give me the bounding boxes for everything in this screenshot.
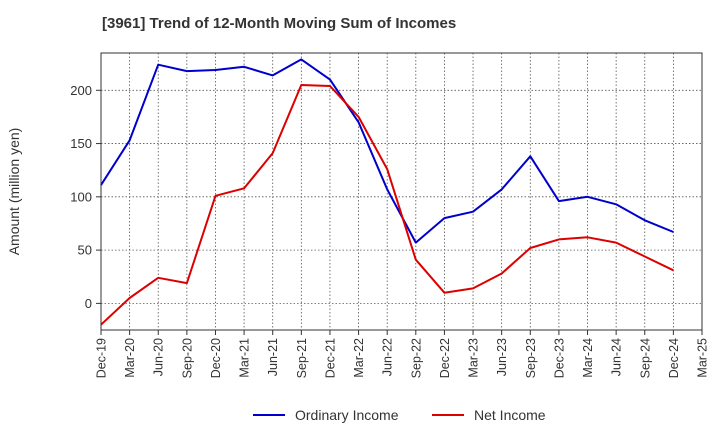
y-tick-label: 200 (70, 83, 92, 98)
y-axis-label: Amount (million yen) (6, 128, 22, 256)
y-tick-label: 0 (85, 296, 92, 311)
grid-lines (100, 53, 703, 330)
x-tick-label: Jun-24 (610, 338, 624, 376)
chart-title: [3961] Trend of 12-Month Moving Sum of I… (102, 15, 457, 32)
x-tick-label: Sep-23 (524, 338, 538, 378)
plot-frame (100, 52, 703, 331)
y-axis-ticks: 0 50 100 150 200 (70, 83, 101, 311)
x-tick-label: Jun-21 (266, 338, 280, 376)
x-tick-label: Mar-21 (238, 338, 252, 378)
x-tick-label: Jun-23 (495, 338, 509, 376)
x-axis-ticks: Dec-19 Mar-20 Jun-20 Sep-20 Dec-20 Mar-21 Jun-… (95, 330, 710, 378)
x-tick-label: Sep-21 (295, 338, 309, 378)
x-tick-label: Mar-24 (581, 338, 595, 378)
x-tick-label: Dec-21 (323, 338, 337, 378)
series-lines (100, 58, 674, 326)
x-tick-label: Jun-22 (381, 338, 395, 376)
series-line-ordinary-income (100, 58, 674, 244)
legend-label-net-income: Net Income (474, 407, 546, 423)
x-tick-label: Dec-22 (438, 338, 452, 378)
x-tick-label: Jun-20 (152, 338, 166, 376)
x-tick-label: Sep-24 (638, 338, 652, 378)
legend-label-ordinary-income: Ordinary Income (295, 407, 399, 423)
x-tick-label: Dec-19 (95, 338, 109, 378)
y-tick-label: 150 (70, 136, 92, 151)
x-tick-label: Sep-22 (409, 338, 423, 378)
y-tick-label: 50 (78, 243, 92, 258)
x-tick-label: Mar-23 (467, 338, 481, 378)
x-tick-label: Dec-20 (209, 338, 223, 378)
legend: Ordinary Income Net Income (253, 407, 546, 423)
x-tick-label: Mar-20 (123, 338, 137, 378)
x-tick-label: Mar-22 (352, 338, 366, 378)
x-tick-label: Dec-23 (552, 338, 566, 378)
x-tick-label: Sep-20 (180, 338, 194, 378)
x-tick-label: Dec-24 (667, 338, 681, 378)
series-line-net-income (100, 84, 674, 326)
y-tick-label: 100 (70, 189, 92, 204)
x-tick-label: Mar-25 (696, 338, 710, 378)
